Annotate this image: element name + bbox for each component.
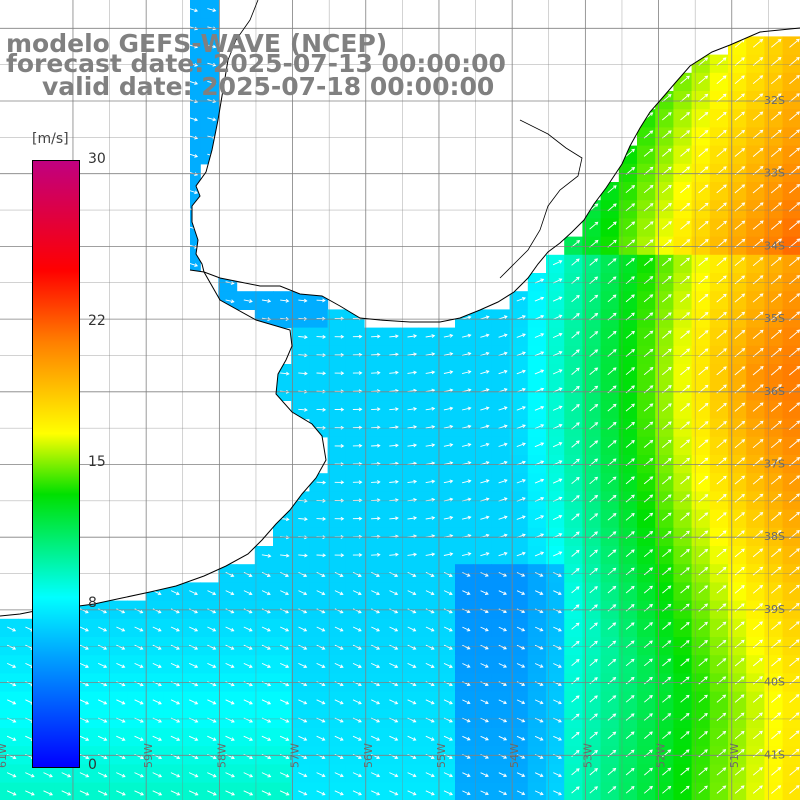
land-mask — [0, 0, 800, 616]
lat-label: 39S — [764, 603, 785, 616]
lon-label: 53W — [581, 743, 594, 768]
lon-label: 57W — [289, 743, 302, 768]
lat-label: 33S — [764, 167, 785, 180]
colorbar — [32, 160, 80, 768]
lat-label: 32S — [764, 94, 785, 107]
lat-label: 38S — [764, 530, 785, 543]
lon-label: 58W — [215, 743, 228, 768]
lat-label: 34S — [764, 239, 785, 252]
lat-label: 37S — [764, 458, 785, 471]
lon-label: 52W — [655, 743, 668, 768]
lon-label: 51W — [728, 743, 741, 768]
colorbar-tick-label: 8 — [88, 595, 97, 612]
forecast-date: forecast date: 2025-07-13 00:00:00 — [6, 49, 506, 78]
wind-vectors — [6, 8, 800, 796]
coastline — [0, 0, 800, 617]
colorbar-tick-label: 15 — [88, 454, 106, 470]
latitude-labels: 32S 33S 34S 35S 36S 37S 38S 39S 40S 41S — [764, 94, 785, 761]
lon-label: 61W — [0, 743, 9, 768]
lat-label: 36S — [764, 385, 785, 398]
colorbar-tick-label: 22 — [88, 312, 106, 329]
colorbar-unit: [m/s] — [32, 131, 69, 147]
lon-label: 55W — [435, 743, 448, 768]
lat-label: 40S — [764, 676, 785, 689]
longitude-labels: 61W60W59W58W57W56W55W54W53W52W51W — [0, 743, 741, 768]
colorbar-tick-label: 0 — [88, 757, 97, 773]
lat-label: 41S — [764, 748, 785, 761]
valid-date: valid date: 2025-07-18 00:00:00 — [42, 72, 495, 101]
lon-label: 56W — [362, 743, 375, 768]
lat-label: 35S — [764, 312, 785, 325]
lon-label: 59W — [142, 743, 155, 768]
lon-label: 54W — [508, 743, 521, 768]
model-title: modelo GEFS-WAVE (NCEP) — [6, 29, 388, 58]
colorbar-tick-label: 30 — [88, 151, 106, 167]
